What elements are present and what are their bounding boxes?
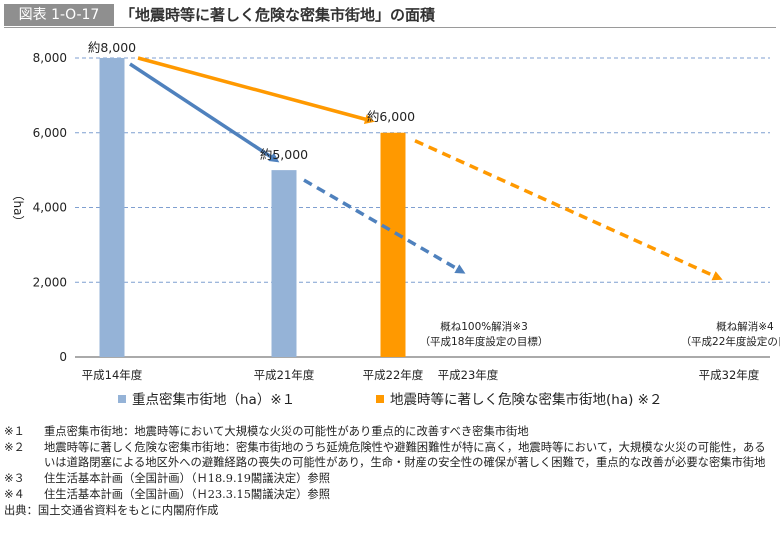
y-tick-label: 4,000 bbox=[33, 201, 67, 215]
bar bbox=[271, 170, 297, 357]
footnote-row: ※４ 住生活基本計画（全国計画）（Ｈ23.3.15閣議決定）参照 bbox=[4, 487, 776, 503]
x-tick-label: 平成32年度 bbox=[699, 368, 760, 382]
footnote-row: ※２ 地震時等に著しく危険な密集市街地：密集市街地のうち延焼危険性や避難困難性が特… bbox=[4, 440, 776, 471]
x-tick-label: 平成22年度 bbox=[363, 368, 424, 382]
footnote-text: 重点密集市街地：地震時等において大規模な火災の可能性があり重点的に改善すべき密集… bbox=[44, 425, 529, 438]
target-arrow bbox=[303, 178, 466, 274]
annotation-text: （平成18年度設定の目標） bbox=[420, 335, 549, 348]
y-tick-label: 0 bbox=[59, 350, 67, 364]
data-label: 約6,000 bbox=[367, 109, 415, 124]
bars bbox=[99, 58, 406, 357]
bar bbox=[380, 132, 406, 357]
data-label: 約5,000 bbox=[260, 147, 308, 162]
area-chart: 0 2,000 4,000 6,000 8,000 （ha） 平成14年度 平成21年度 平成2… bbox=[11, 40, 780, 408]
footnote-mark: ※２ bbox=[4, 440, 25, 454]
data-label: 約8,000 bbox=[88, 40, 136, 55]
annotation-text: （平成22年度設定の目標） bbox=[681, 335, 780, 348]
source-note: 出典：国土交通省資料をもとに内閣府作成 bbox=[4, 503, 219, 517]
y-tick-label: 6,000 bbox=[33, 126, 67, 140]
footnote-mark: ※１ bbox=[4, 425, 25, 438]
y-tick-label: 2,000 bbox=[33, 275, 67, 289]
axes: 0 2,000 4,000 6,000 8,000 （ha） 平成14年度 平成21年度 平成2… bbox=[11, 51, 770, 382]
footnotes: ※１ 重点密集市街地：地震時等において大規模な火災の可能性があり重点的に改善すべき… bbox=[4, 424, 776, 518]
trend-arrow bbox=[129, 62, 280, 163]
legend-swatch bbox=[118, 395, 126, 403]
figure-label: 図表 1-O-17 bbox=[4, 4, 114, 26]
figure-title: 「地震時等に著しく危険な密集市街地」の面積 bbox=[120, 6, 436, 24]
footnote-mark: ※３ bbox=[4, 472, 25, 486]
grid-lines bbox=[75, 57, 770, 283]
footnote-mark: ※４ bbox=[4, 487, 25, 501]
x-tick-label: 平成14年度 bbox=[82, 368, 143, 382]
y-tick-label: 8,000 bbox=[33, 51, 67, 65]
legend: 重点密集市街地（ha）※１ 地震時等に著しく危険な密集市街地(ha) ※２ bbox=[118, 391, 662, 408]
x-tick-label: 平成23年度 bbox=[438, 368, 499, 382]
legend-swatch bbox=[376, 395, 384, 403]
footnote-text: 住生活基本計画（全国計画）（Ｈ18.9.19閣議決定）参照 bbox=[44, 472, 331, 486]
bar bbox=[99, 58, 125, 357]
target-arrow bbox=[414, 139, 723, 281]
y-axis-label: （ha） bbox=[11, 189, 25, 228]
title-divider bbox=[4, 27, 776, 28]
legend-label: 重点密集市街地（ha）※１ bbox=[132, 391, 295, 408]
chart-labels: 約8,000 約5,000 約6,000 概ね100%解消※3 （平成18年度設定の目標… bbox=[88, 40, 780, 348]
footnote-text: 住生活基本計画（全国計画）（Ｈ23.3.15閣議決定）参照 bbox=[44, 487, 331, 501]
x-tick-label: 平成21年度 bbox=[254, 368, 315, 382]
legend-label: 地震時等に著しく危険な密集市街地(ha) ※２ bbox=[390, 391, 662, 408]
trend-arrows bbox=[129, 56, 723, 281]
footnote-text: 地震時等に著しく危険な密集市街地：密集市街地のうち延焼危険性や避難困難性が特に高… bbox=[44, 440, 766, 470]
trend-arrow bbox=[137, 56, 375, 125]
footnote-row: ※３ 住生活基本計画（全国計画）（Ｈ18.9.19閣議決定）参照 bbox=[4, 471, 776, 487]
annotation-text: 概ね100%解消※3 bbox=[440, 320, 528, 333]
annotation-text: 概ね解消※4 bbox=[716, 320, 774, 333]
footnote-row: ※１ 重点密集市街地：地震時等において大規模な火災の可能性があり重点的に改善すべき… bbox=[4, 424, 776, 440]
